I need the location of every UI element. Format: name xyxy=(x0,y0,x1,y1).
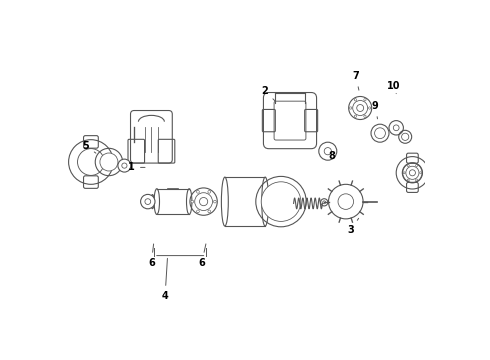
Circle shape xyxy=(77,149,104,175)
Ellipse shape xyxy=(262,177,269,226)
Circle shape xyxy=(364,115,366,117)
Text: 3: 3 xyxy=(347,218,359,235)
Ellipse shape xyxy=(151,194,154,209)
Circle shape xyxy=(208,210,211,213)
Text: 4: 4 xyxy=(162,258,169,301)
Circle shape xyxy=(323,201,326,204)
Circle shape xyxy=(393,125,399,131)
Text: 9: 9 xyxy=(372,101,379,119)
Circle shape xyxy=(100,153,118,171)
Circle shape xyxy=(406,166,419,179)
Text: 2: 2 xyxy=(262,86,275,101)
Circle shape xyxy=(368,107,371,109)
Ellipse shape xyxy=(154,189,160,215)
Circle shape xyxy=(145,199,151,204)
Text: 1: 1 xyxy=(128,162,145,172)
Text: 10: 10 xyxy=(387,81,400,94)
Circle shape xyxy=(353,100,368,116)
Circle shape xyxy=(214,200,216,203)
Circle shape xyxy=(364,99,366,101)
Circle shape xyxy=(141,194,155,209)
Circle shape xyxy=(338,194,354,210)
Circle shape xyxy=(403,163,422,183)
Circle shape xyxy=(196,210,199,213)
Ellipse shape xyxy=(221,177,228,226)
Circle shape xyxy=(199,198,208,206)
Circle shape xyxy=(407,179,409,181)
Circle shape xyxy=(118,159,131,172)
Text: 6: 6 xyxy=(148,244,155,268)
Circle shape xyxy=(191,200,194,203)
Circle shape xyxy=(196,190,199,193)
Text: 6: 6 xyxy=(198,244,206,268)
Circle shape xyxy=(407,165,409,167)
Circle shape xyxy=(389,121,403,135)
Circle shape xyxy=(261,182,301,221)
Circle shape xyxy=(416,165,417,167)
Circle shape xyxy=(354,99,357,101)
Circle shape xyxy=(319,142,337,160)
Circle shape xyxy=(354,115,357,117)
Ellipse shape xyxy=(187,189,192,215)
Circle shape xyxy=(420,172,422,174)
Circle shape xyxy=(324,148,331,155)
Text: 8: 8 xyxy=(329,150,336,161)
Circle shape xyxy=(374,128,386,139)
Circle shape xyxy=(416,179,417,181)
Circle shape xyxy=(357,104,364,112)
Circle shape xyxy=(208,190,211,193)
Text: 7: 7 xyxy=(352,71,359,90)
Circle shape xyxy=(320,199,328,206)
Circle shape xyxy=(349,107,352,109)
Circle shape xyxy=(122,163,127,168)
Circle shape xyxy=(402,133,409,140)
Text: 5: 5 xyxy=(82,141,96,153)
Circle shape xyxy=(195,193,213,211)
Circle shape xyxy=(409,170,416,176)
FancyBboxPatch shape xyxy=(274,101,306,140)
Circle shape xyxy=(403,172,405,174)
